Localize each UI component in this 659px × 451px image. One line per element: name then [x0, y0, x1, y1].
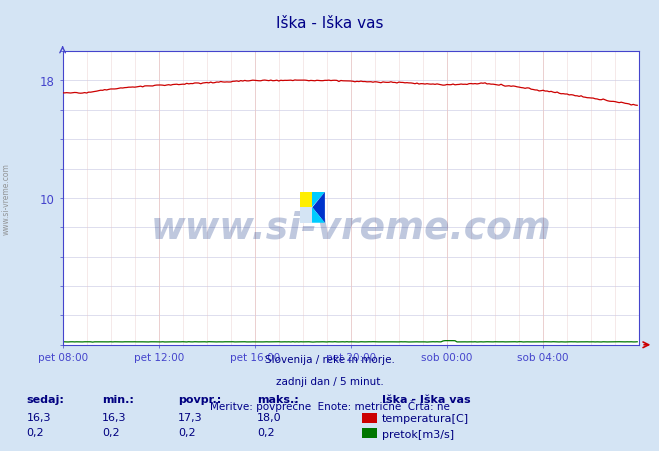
Text: 18,0: 18,0: [257, 412, 281, 422]
Bar: [300, 208, 312, 223]
Text: 0,2: 0,2: [102, 428, 120, 437]
Bar: [300, 193, 312, 208]
Text: Meritve: povprečne  Enote: metrične  Črta: ne: Meritve: povprečne Enote: metrične Črta:…: [210, 399, 449, 411]
Text: www.si-vreme.com: www.si-vreme.com: [150, 210, 552, 246]
Text: min.:: min.:: [102, 394, 134, 404]
Text: Iška - Iška vas: Iška - Iška vas: [382, 394, 471, 404]
Text: 0,2: 0,2: [257, 428, 275, 437]
Polygon shape: [312, 193, 325, 223]
Text: Iška - Iška vas: Iška - Iška vas: [275, 16, 384, 31]
Text: sedaj:: sedaj:: [26, 394, 64, 404]
Text: temperatura[C]: temperatura[C]: [382, 413, 469, 423]
Text: maks.:: maks.:: [257, 394, 299, 404]
Text: povpr.:: povpr.:: [178, 394, 221, 404]
Text: 16,3: 16,3: [102, 412, 127, 422]
Text: pretok[m3/s]: pretok[m3/s]: [382, 429, 454, 439]
Text: zadnji dan / 5 minut.: zadnji dan / 5 minut.: [275, 377, 384, 387]
Text: 16,3: 16,3: [26, 412, 51, 422]
Polygon shape: [300, 208, 325, 223]
Text: 17,3: 17,3: [178, 412, 202, 422]
Text: Slovenija / reke in morje.: Slovenija / reke in morje.: [264, 354, 395, 364]
Text: 0,2: 0,2: [178, 428, 196, 437]
Text: 0,2: 0,2: [26, 428, 44, 437]
Text: www.si-vreme.com: www.si-vreme.com: [2, 162, 11, 235]
Polygon shape: [312, 193, 325, 208]
